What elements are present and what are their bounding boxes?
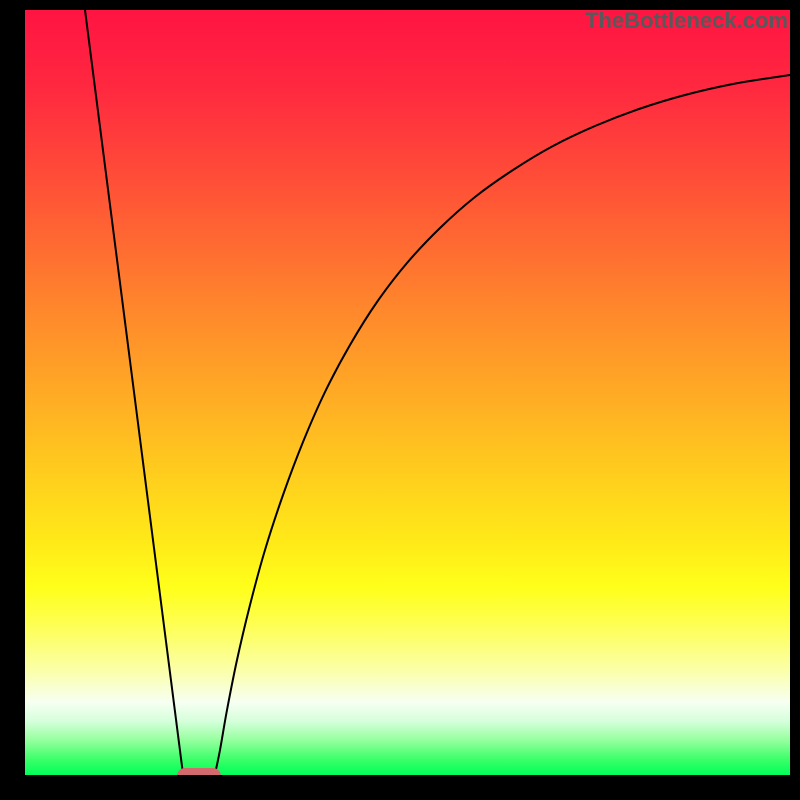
chart-container: TheBottleneck.com [0, 0, 800, 800]
border-left [0, 0, 25, 800]
border-bottom [0, 775, 800, 800]
optimal-marker [25, 10, 790, 775]
plot-area [25, 10, 790, 775]
watermark-text: TheBottleneck.com [585, 8, 788, 34]
border-right [790, 0, 800, 800]
